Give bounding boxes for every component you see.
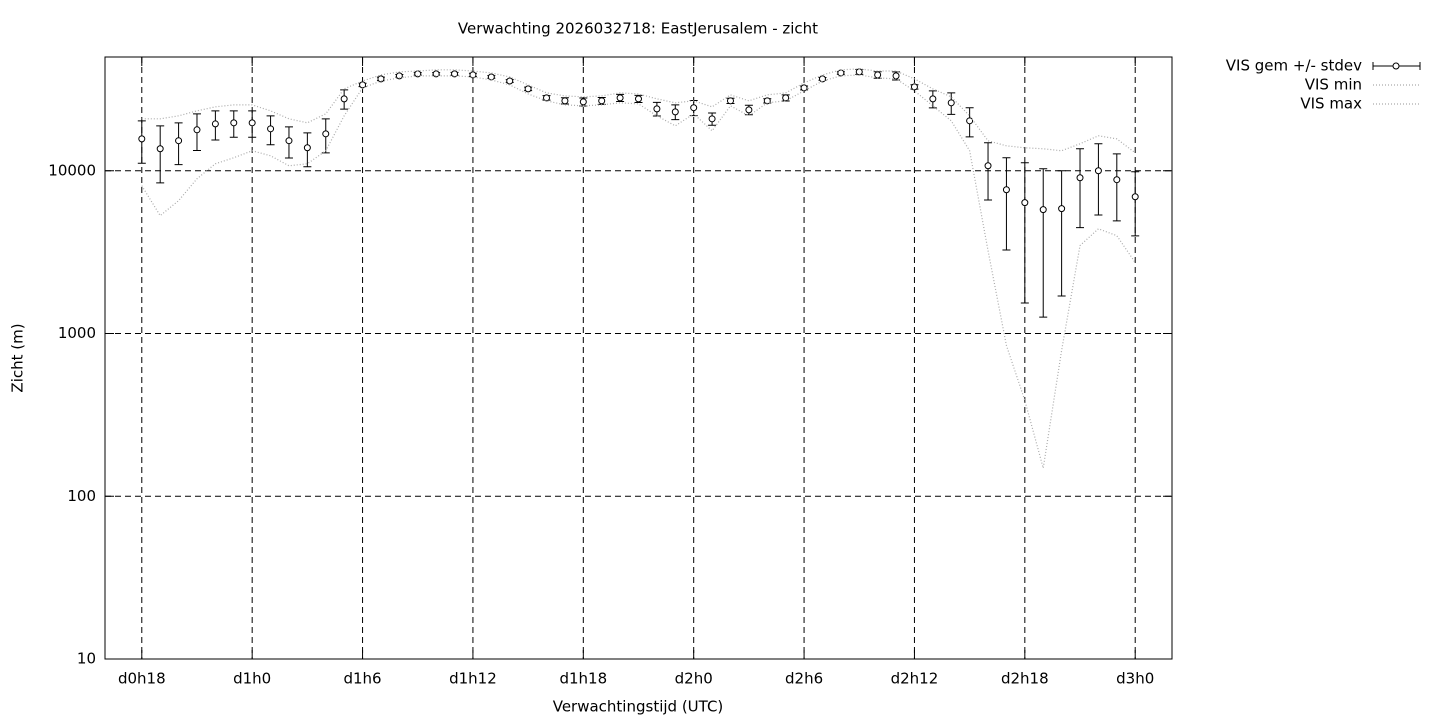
error-bar	[984, 142, 993, 201]
y-tick-label: 10000	[48, 161, 96, 179]
point	[340, 95, 348, 103]
point	[211, 120, 219, 128]
point	[579, 98, 587, 106]
point	[377, 75, 385, 83]
point	[984, 162, 992, 170]
error-bar	[1039, 168, 1048, 318]
point	[855, 68, 863, 76]
x-tick-label: d1h6	[343, 670, 381, 688]
point	[543, 94, 551, 102]
chart-title: Verwachting 2026032718: EastJerusalem - …	[458, 20, 818, 38]
point	[818, 75, 826, 83]
error-bar	[1131, 171, 1140, 237]
x-tick-label: d3h0	[1116, 670, 1154, 688]
point	[524, 85, 532, 93]
point	[726, 97, 734, 105]
y-tick-label: 100	[67, 487, 96, 505]
point	[395, 72, 403, 80]
point	[1058, 205, 1066, 213]
x-tick-label: d2h12	[891, 670, 939, 688]
point	[1094, 167, 1102, 175]
point	[929, 95, 937, 103]
error-bar	[1057, 170, 1066, 297]
x-tick-label: d1h0	[233, 670, 271, 688]
point	[322, 130, 330, 138]
point	[230, 119, 238, 127]
point	[506, 77, 514, 85]
error-bar	[1112, 153, 1121, 222]
point	[1039, 206, 1047, 214]
x-axis-label: Verwachtingstijd (UTC)	[553, 698, 724, 716]
point	[1002, 186, 1010, 194]
y-tick-label: 10	[77, 650, 96, 668]
point	[653, 105, 661, 113]
point	[616, 94, 624, 102]
point	[359, 81, 367, 89]
point	[690, 104, 698, 112]
point	[598, 97, 606, 105]
point	[1076, 174, 1084, 182]
legend-label: VIS min	[1305, 76, 1362, 94]
point	[303, 144, 311, 152]
x-tick-label: d2h6	[785, 670, 823, 688]
point	[947, 99, 955, 107]
x-tick-label: d0h18	[118, 670, 166, 688]
point	[285, 137, 293, 145]
x-tick-label: d2h0	[675, 670, 713, 688]
error-bar	[1094, 143, 1103, 216]
legend-label: VIS max	[1300, 95, 1362, 113]
legend-swatch	[1392, 62, 1400, 70]
point	[910, 83, 918, 91]
point	[708, 115, 716, 123]
point	[1131, 193, 1139, 201]
point	[175, 137, 183, 145]
x-tick-label: d2h18	[1001, 670, 1049, 688]
point	[267, 125, 275, 133]
point	[1113, 176, 1121, 184]
point	[763, 97, 771, 105]
point	[892, 72, 900, 80]
point	[193, 126, 201, 134]
point	[138, 135, 146, 143]
error-bar	[1076, 148, 1085, 229]
point	[432, 70, 440, 78]
point	[671, 108, 679, 116]
x-tick-label: d1h12	[449, 670, 497, 688]
error-bar	[1020, 162, 1029, 304]
point	[635, 95, 642, 103]
point	[561, 97, 569, 105]
point	[745, 106, 753, 114]
error-bar	[1002, 157, 1011, 251]
point	[874, 71, 882, 79]
point	[248, 119, 256, 127]
point	[966, 117, 974, 125]
point	[800, 84, 808, 92]
y-tick-label: 1000	[58, 324, 96, 342]
plot-frame	[104, 56, 1173, 660]
point	[487, 73, 495, 81]
x-tick-label: d1h18	[559, 670, 607, 688]
point	[1021, 199, 1029, 207]
y-axis-label: Zicht (m)	[9, 323, 27, 392]
series-line	[141, 74, 1136, 469]
point	[156, 145, 164, 153]
error-bar	[156, 125, 165, 184]
legend-label: VIS gem +/- stdev	[1226, 57, 1362, 75]
